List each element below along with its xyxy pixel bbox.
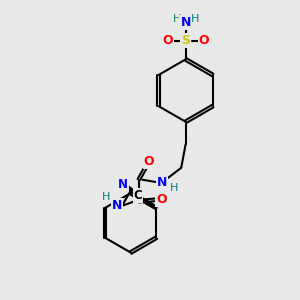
Text: S: S — [181, 34, 190, 47]
Text: N: N — [181, 16, 191, 29]
Text: H: H — [170, 183, 178, 193]
Text: H: H — [173, 14, 182, 24]
Text: N: N — [118, 178, 128, 191]
Text: O: O — [156, 193, 167, 206]
Text: N: N — [157, 176, 167, 189]
Text: H: H — [190, 14, 199, 24]
Text: C: C — [134, 189, 142, 202]
Text: N: N — [112, 199, 122, 212]
Text: O: O — [199, 34, 209, 47]
Text: O: O — [162, 34, 172, 47]
Text: O: O — [144, 155, 154, 168]
Text: H: H — [102, 192, 110, 202]
